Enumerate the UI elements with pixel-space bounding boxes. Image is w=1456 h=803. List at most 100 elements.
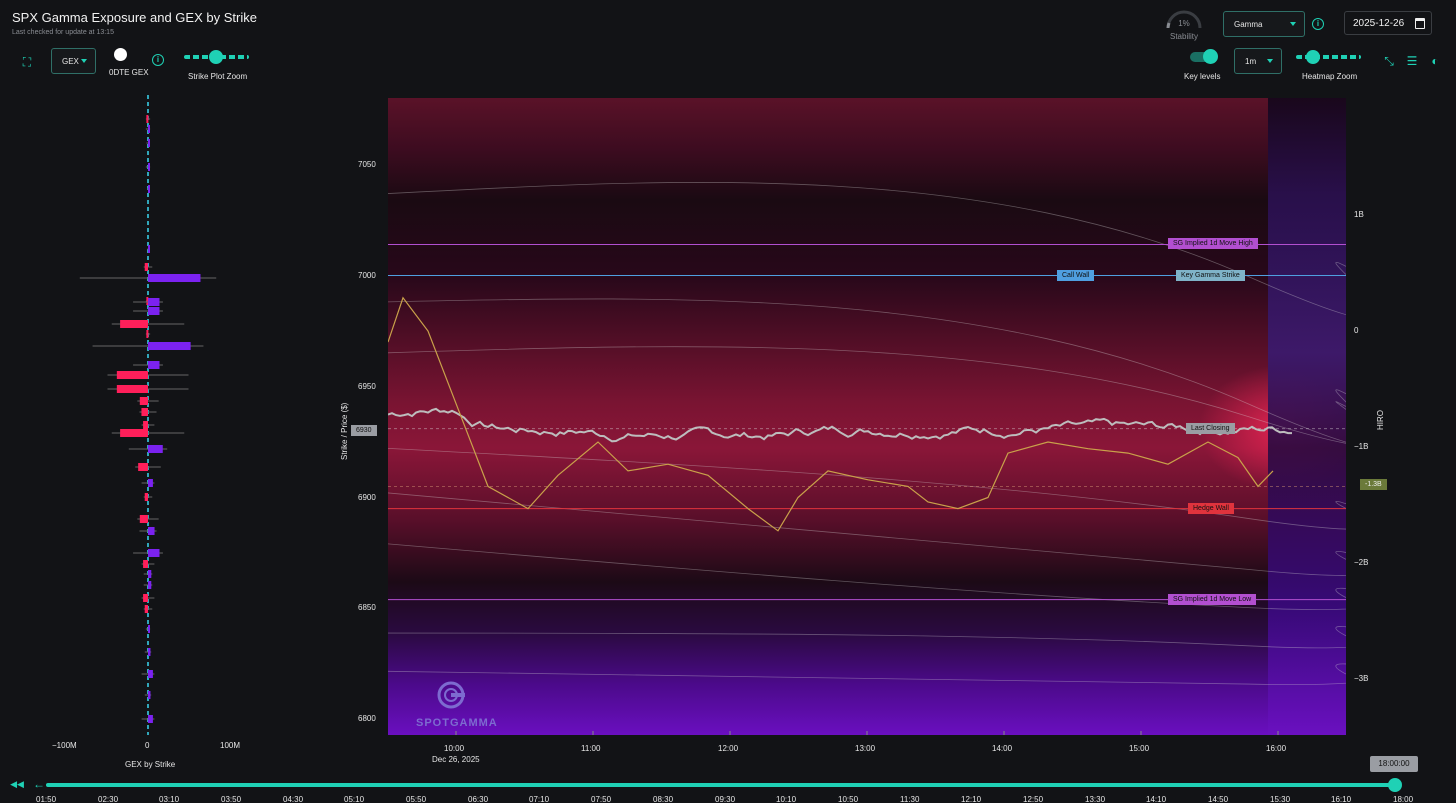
gex-bar bbox=[148, 445, 163, 453]
contour-line bbox=[388, 543, 1346, 610]
collapse-icon[interactable]: ⤡ bbox=[1384, 54, 1394, 68]
timeline-label: 06:30 bbox=[468, 795, 489, 803]
chart-type-select[interactable]: Gamma bbox=[1223, 11, 1305, 37]
date-picker[interactable]: 2025-12-26 bbox=[1344, 11, 1432, 35]
call-wall-tag: Call Wall bbox=[1057, 269, 1095, 281]
y2-tick-label: 0 bbox=[1354, 326, 1359, 335]
timeline-label: 14:10 bbox=[1146, 795, 1167, 803]
date-value: 2025-12-26 bbox=[1353, 17, 1405, 29]
timeline-label: 13:30 bbox=[1085, 795, 1106, 803]
gex-xlabel: GEX by Strike bbox=[125, 760, 176, 769]
x-tick-label: 14:00 bbox=[992, 744, 1013, 753]
y2-tick-label: −1B bbox=[1354, 442, 1369, 451]
x-tick-label: 10:00 bbox=[444, 744, 465, 753]
watermark-text: SPOTGAMMA bbox=[416, 717, 498, 729]
contour-line bbox=[388, 298, 1346, 443]
gex-mode-select[interactable]: GEX bbox=[51, 48, 96, 74]
gamma-heatmap[interactable] bbox=[388, 98, 1346, 735]
timeline-label: 07:10 bbox=[529, 795, 550, 803]
timeline-label: 04:30 bbox=[283, 795, 304, 803]
timeline-knob[interactable] bbox=[1388, 778, 1402, 792]
timeline-label: 08:30 bbox=[653, 795, 674, 803]
back-arrow-icon[interactable]: ← bbox=[33, 777, 45, 791]
y2-tick-label: −2B bbox=[1354, 558, 1369, 567]
heatmap-zoom-knob[interactable] bbox=[1306, 50, 1320, 64]
timeline-label: 02:30 bbox=[98, 795, 119, 803]
hiro-line bbox=[388, 296, 1274, 532]
contour-line bbox=[388, 346, 1346, 444]
timeline-current-time: 18:00:00 bbox=[1370, 756, 1418, 772]
gex-bar bbox=[138, 463, 148, 471]
chevron-down-icon bbox=[1267, 59, 1273, 63]
gex-bar bbox=[116, 385, 148, 393]
calendar-icon bbox=[1415, 18, 1425, 29]
y-tick-label: 6850 bbox=[358, 603, 376, 613]
gex-bar bbox=[148, 185, 150, 193]
y2-tick-label: −3B bbox=[1354, 674, 1369, 683]
stability-arc-icon bbox=[1166, 10, 1202, 29]
gex-bar bbox=[148, 581, 152, 589]
heatmap-zoom-slider[interactable] bbox=[1296, 50, 1361, 64]
gex-bar bbox=[148, 245, 150, 253]
timeline-label: 15:30 bbox=[1270, 795, 1291, 803]
y2-tick-label: 1B bbox=[1354, 210, 1364, 219]
gex-bar bbox=[148, 274, 201, 282]
strike-zoom-knob[interactable] bbox=[209, 50, 223, 64]
stability-label: Stability bbox=[1169, 32, 1198, 41]
timeline-label: 03:10 bbox=[159, 795, 180, 803]
gex-bar bbox=[148, 479, 153, 487]
expand-icon[interactable]: ⛶ bbox=[22, 55, 32, 69]
gex-bar bbox=[148, 163, 150, 171]
gex-bar bbox=[139, 515, 148, 523]
x-tick-label: 16:00 bbox=[1266, 744, 1287, 753]
y-tick-label: 6800 bbox=[358, 714, 376, 724]
x-date-label: Dec 26, 2025 bbox=[432, 755, 480, 764]
key-levels-toggle[interactable] bbox=[1190, 49, 1218, 64]
interval-select[interactable]: 1m bbox=[1234, 48, 1282, 74]
strike-zoom-label: Strike Plot Zoom bbox=[188, 72, 248, 81]
gex-bar bbox=[148, 139, 150, 147]
gex-bar bbox=[144, 263, 148, 271]
contour-line bbox=[388, 182, 1346, 316]
timeline-label: 14:50 bbox=[1208, 795, 1229, 803]
gex-bar bbox=[120, 320, 148, 328]
gex-bar bbox=[143, 560, 148, 568]
heatmap-overlay bbox=[388, 182, 1346, 735]
x-tick-label: 15:00 bbox=[1129, 744, 1150, 753]
gex-bar bbox=[148, 298, 160, 306]
info-icon[interactable]: i bbox=[152, 54, 164, 66]
gex-bar bbox=[146, 115, 149, 123]
gex-bar bbox=[148, 307, 160, 315]
timeline-label: 09:30 bbox=[715, 795, 736, 803]
gex-bar bbox=[146, 297, 149, 305]
last-updated-text: Last checked for update at 13:15 bbox=[12, 29, 114, 36]
y2-axis-label: HIRO bbox=[1376, 410, 1385, 430]
contour-line bbox=[388, 626, 1346, 649]
spotgamma-watermark: SPOTGAMMA bbox=[416, 680, 498, 729]
contrast-icon[interactable]: ◐ bbox=[1431, 54, 1439, 68]
rewind-icon[interactable]: ◀◀ bbox=[10, 779, 24, 789]
gex-mode-value: GEX bbox=[62, 56, 79, 66]
gex-bar bbox=[148, 691, 151, 699]
toggle-knob bbox=[1203, 49, 1218, 64]
gex-tick-zero: 0 bbox=[145, 741, 150, 750]
zero-dte-radio[interactable] bbox=[114, 48, 127, 61]
info-icon[interactable]: i bbox=[1312, 18, 1324, 30]
chevron-down-icon bbox=[1290, 22, 1296, 26]
gex-bar bbox=[143, 421, 148, 429]
timeline-label: 11:30 bbox=[900, 795, 920, 803]
timeline-slider[interactable] bbox=[46, 783, 1395, 787]
settings-sliders-icon[interactable]: ☰ bbox=[1406, 54, 1418, 68]
timeline-label: 16:10 bbox=[1331, 795, 1352, 803]
spotgamma-logo-icon bbox=[437, 681, 465, 709]
key-gamma-tag: Key Gamma Strike bbox=[1176, 269, 1245, 281]
interval-value: 1m bbox=[1245, 56, 1257, 66]
strike-zoom-slider[interactable] bbox=[184, 50, 249, 64]
timeline-label: 03:50 bbox=[221, 795, 242, 803]
timeline-label: 10:50 bbox=[838, 795, 859, 803]
current-price-tag: 6930 bbox=[351, 424, 377, 436]
last-closing-tag: Last Closing bbox=[1186, 422, 1235, 434]
contour-line bbox=[388, 663, 1346, 686]
stability-percent: 1% bbox=[1178, 19, 1190, 28]
y-tick-label: 7050 bbox=[358, 159, 376, 169]
